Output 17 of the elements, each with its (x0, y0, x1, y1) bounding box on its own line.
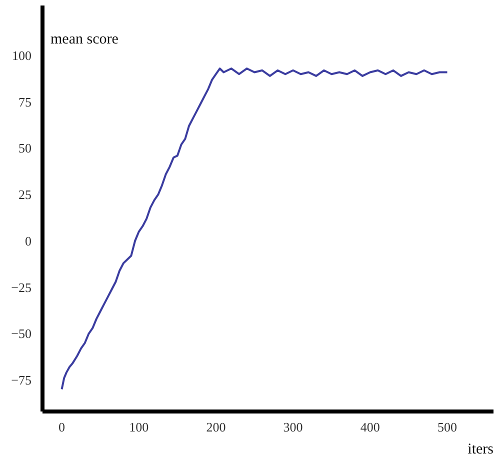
x-tick-label: 500 (437, 420, 457, 434)
x-tick-label: 0 (58, 420, 66, 434)
y-tick-label: 25 (18, 187, 32, 202)
line-series (60, 68, 448, 390)
y-tick-label: −25 (11, 280, 32, 295)
x-axis-title: iters (468, 442, 494, 458)
y-tick-label: −75 (11, 372, 32, 388)
x-tick-label: 200 (206, 420, 226, 434)
y-tick-label: 100 (12, 48, 32, 64)
x-tick-label: 100 (129, 420, 149, 434)
x-tick-label: 400 (360, 420, 380, 434)
y-tick-label: 50 (18, 140, 32, 156)
y-tick-label: −50 (11, 326, 32, 342)
y-tick-label: 75 (18, 94, 32, 110)
y-tick-label: 0 (25, 233, 32, 248)
y-axis-title: mean score (50, 32, 119, 48)
x-tick-label: 300 (283, 420, 303, 434)
